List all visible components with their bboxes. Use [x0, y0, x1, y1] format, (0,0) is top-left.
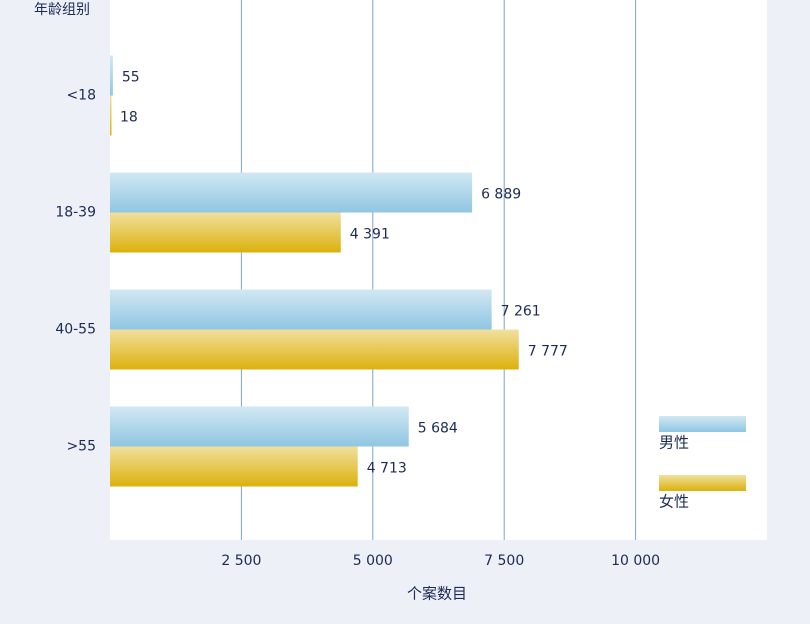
bar: [110, 446, 358, 487]
y-tick-label: <18: [66, 88, 96, 104]
y-tick-label: 40-55: [55, 322, 96, 338]
legend-label: 男性: [659, 434, 689, 452]
bar: [110, 55, 113, 96]
value-label: 5 684: [418, 421, 458, 437]
bar: [110, 289, 492, 330]
x-tick-label: 7 500: [484, 553, 524, 569]
x-tick-label: 10 000: [611, 553, 660, 569]
y-tick-label: >55: [66, 439, 96, 455]
value-label: 55: [122, 70, 140, 86]
legend-swatch: [659, 475, 746, 491]
y-tick-label: 18-39: [55, 205, 96, 221]
value-label: 4 391: [350, 227, 390, 243]
x-tick-label: 5 000: [353, 553, 393, 569]
bar: [110, 212, 341, 253]
x-tick-label: 2 500: [221, 553, 261, 569]
value-label: 6 889: [481, 187, 521, 203]
bar: [110, 172, 473, 213]
legend-label: 女性: [659, 493, 689, 511]
bar: [110, 406, 409, 447]
value-label: 7 777: [528, 344, 568, 360]
bar: [110, 95, 112, 136]
value-label: 4 713: [367, 461, 407, 477]
value-label: 18: [120, 110, 138, 126]
y-axis-label: 年龄组别: [34, 2, 90, 18]
x-axis-label: 个案数目: [407, 585, 467, 603]
bar: [110, 329, 519, 370]
value-label: 7 261: [501, 304, 541, 320]
legend-swatch: [659, 416, 746, 432]
